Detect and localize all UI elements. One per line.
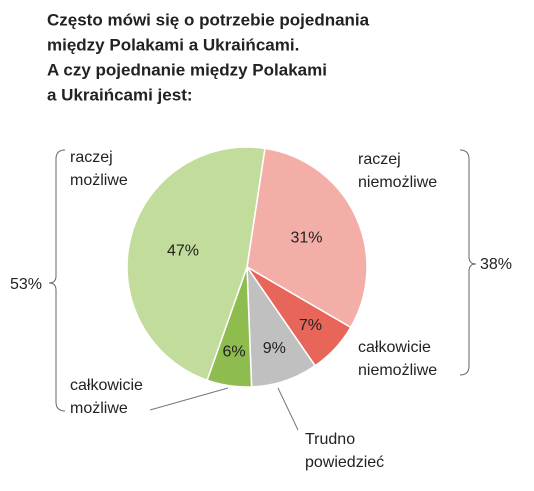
category-label: raczej możliwe xyxy=(70,149,128,189)
category-label: Trudno powiedzieć xyxy=(305,431,384,471)
data-label: 9% xyxy=(263,340,286,357)
leader-line xyxy=(277,387,299,431)
category-label: całkowicie możliwe xyxy=(70,377,143,417)
category-label: raczej niemożliwe xyxy=(358,151,437,191)
data-label: 47% xyxy=(167,242,199,259)
leader-line xyxy=(149,387,229,411)
chart-title: A czy pojednanie między Polakami xyxy=(47,60,327,79)
data-label: 7% xyxy=(299,317,322,334)
chart-title: między Polakami a Ukraińcami. xyxy=(47,35,299,54)
chart-title: Często mówi się o potrzebie pojednania xyxy=(47,10,370,29)
bracket xyxy=(459,149,477,376)
bracket xyxy=(48,149,66,412)
category-label: całkowicie niemożliwe xyxy=(358,339,437,379)
pie-slice xyxy=(126,146,266,382)
group-label: 38% xyxy=(480,256,512,273)
data-label: 6% xyxy=(223,344,246,361)
pie-slice xyxy=(246,147,368,329)
group-label: 53% xyxy=(10,276,42,293)
data-label: 31% xyxy=(291,230,323,247)
chart-title: a Ukraińcami jest: xyxy=(47,85,193,104)
